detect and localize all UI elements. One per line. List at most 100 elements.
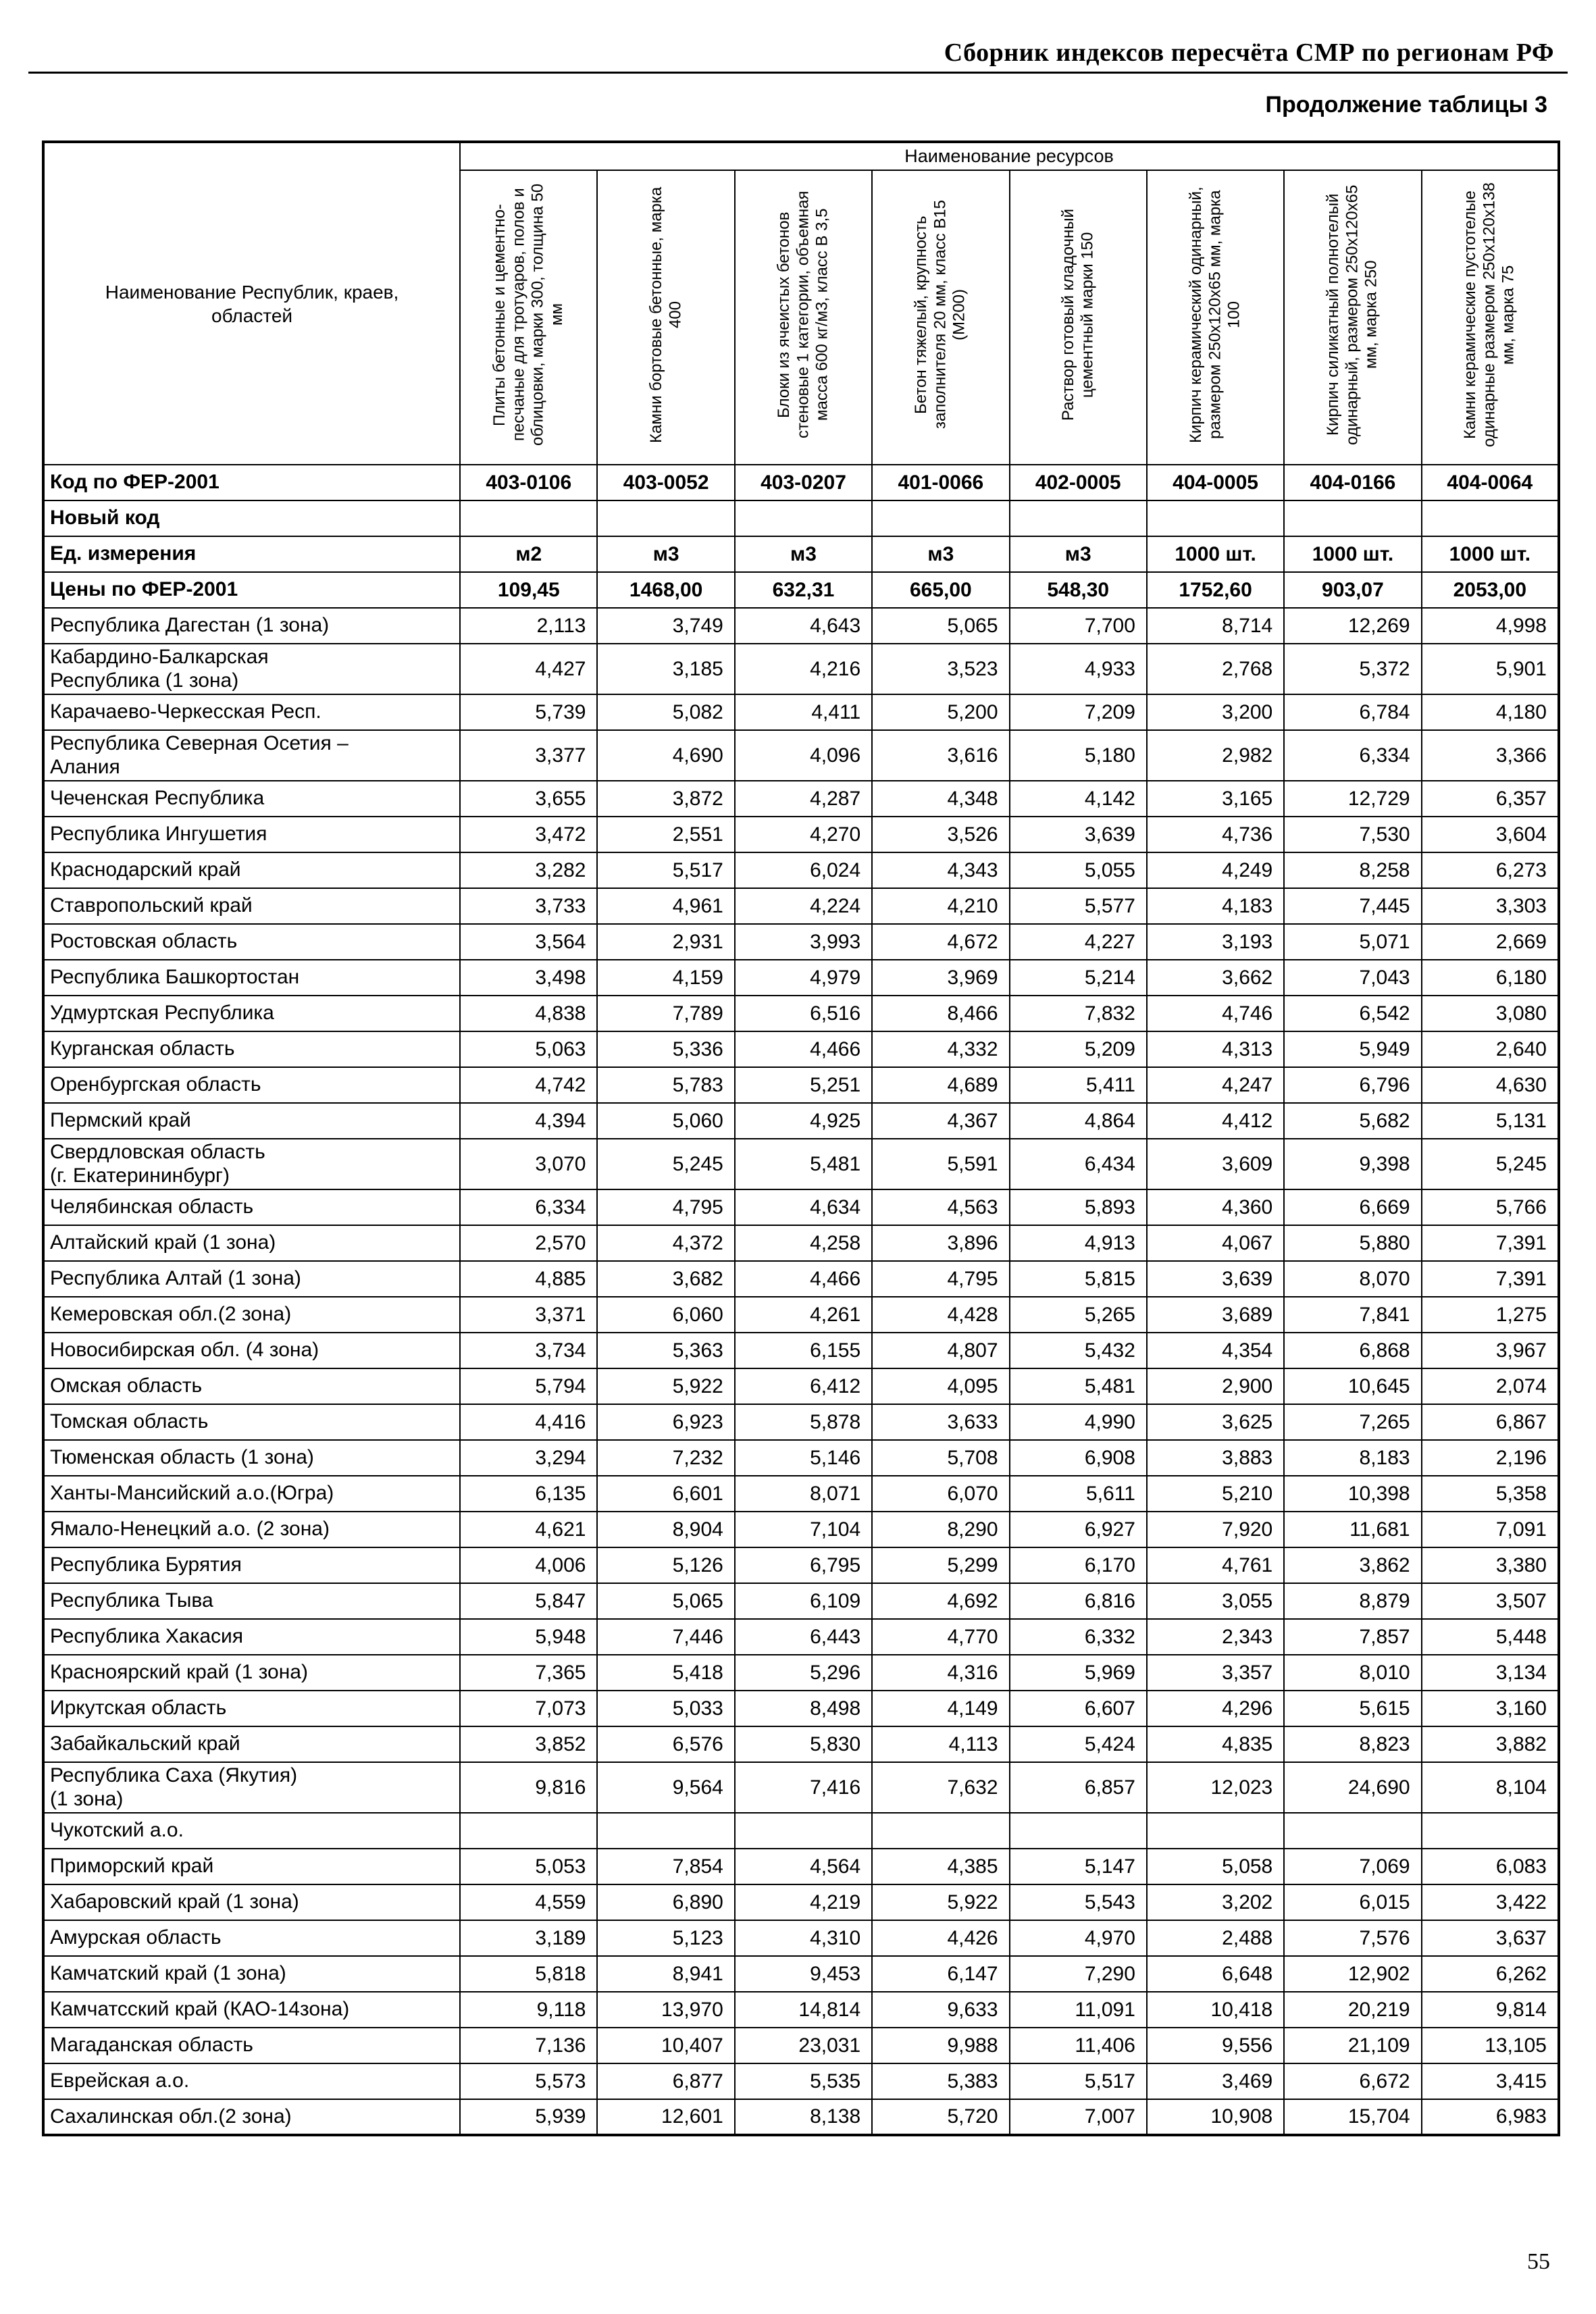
value-cell: 6,648	[1145, 1955, 1285, 1992]
region-name: Ростовская область	[42, 923, 461, 960]
region-row: Приморский край 5,053 7,854 4,564 4,385 5,147…	[42, 1848, 1560, 1885]
value-cell: 3,639	[1008, 816, 1148, 853]
region-row: Республика Алтай (1 зона) 4,885 3,682 4,466…	[42, 1260, 1560, 1297]
value-cell: 3,564	[459, 923, 598, 960]
value-cell: 7,854	[596, 1848, 736, 1885]
value-cell: 4,258	[733, 1225, 873, 1262]
value-cell: 3,967	[1420, 1332, 1560, 1369]
value-cell: 8,070	[1283, 1260, 1422, 1297]
value-cell: 4,761	[1145, 1547, 1285, 1584]
value-cell: 5,481	[1008, 1368, 1148, 1405]
meta-row-label: Новый код	[42, 500, 461, 537]
value-cell: 13,970	[596, 1991, 736, 2028]
value-cell: 4,006	[459, 1547, 598, 1584]
value-cell: 6,796	[1283, 1066, 1422, 1104]
value-cell: 3,682	[596, 1260, 736, 1297]
value-cell: 8,904	[596, 1511, 736, 1548]
value-cell: 5,082	[596, 694, 736, 731]
region-name: Еврейская а.о.	[42, 2063, 461, 2100]
value-cell: 6,816	[1008, 1583, 1148, 1620]
value-cell: 3,872	[596, 780, 736, 817]
value-cell: 12,601	[596, 2099, 736, 2136]
value-cell: 2,931	[596, 923, 736, 960]
value-cell: 13,105	[1420, 2027, 1560, 2064]
value-cell: 5,265	[1008, 1296, 1148, 1333]
value-cell	[1420, 500, 1560, 537]
value-cell: 4,394	[459, 1102, 598, 1139]
value-cell: 6,795	[733, 1547, 873, 1584]
region-name: Республика Бурятия	[42, 1547, 461, 1584]
value-cell: 4,634	[733, 1189, 873, 1226]
region-name: Тюменская область (1 зона)	[42, 1439, 461, 1476]
value-cell: 6,923	[596, 1404, 736, 1441]
region-name: Республика Ингушетия	[42, 816, 461, 853]
value-cell: 8,183	[1283, 1439, 1422, 1476]
value-cell: 6,857	[1008, 1762, 1148, 1814]
value-cell: 6,868	[1283, 1332, 1422, 1369]
value-cell: 4,466	[733, 1031, 873, 1068]
value-cell: 6,607	[1008, 1690, 1148, 1727]
value-cell: 3,625	[1145, 1404, 1285, 1441]
value-cell: 7,290	[1008, 1955, 1148, 1992]
value-cell: 1000 шт.	[1420, 536, 1560, 573]
region-row: Республика Дагестан (1 зона) 2,113 3,749 4,…	[42, 607, 1560, 644]
region-name: Удмуртская Республика	[42, 995, 461, 1032]
value-cell: 632,31	[733, 571, 873, 609]
region-name: Новосибирская обл. (4 зона)	[42, 1332, 461, 1369]
value-cell: 4,149	[871, 1690, 1010, 1727]
value-cell: 4,564	[733, 1848, 873, 1885]
value-cell: 5,126	[596, 1547, 736, 1584]
value-cell: 5,146	[733, 1439, 873, 1476]
value-cell: 8,823	[1283, 1726, 1422, 1763]
value-cell: 3,852	[459, 1726, 598, 1763]
value-cell: 4,970	[1008, 1920, 1148, 1957]
value-cell: 3,080	[1420, 995, 1560, 1032]
value-cell: 2,570	[459, 1225, 598, 1262]
region-name: Иркутская область	[42, 1690, 461, 1727]
value-cell: 7,530	[1283, 816, 1422, 853]
region-name: Чеченская Республика	[42, 780, 461, 817]
region-row: Чеченская Республика 3,655 3,872 4,287 4,348…	[42, 780, 1560, 817]
value-cell: 3,055	[1145, 1583, 1285, 1620]
value-cell: 6,576	[596, 1726, 736, 1763]
resource-column-header-text: Камни бортовые бетонные, марка 400	[646, 186, 685, 443]
value-cell: 4,621	[459, 1511, 598, 1548]
value-cell: 6,443	[733, 1618, 873, 1655]
value-cell: 2,488	[1145, 1920, 1285, 1957]
region-row: Республика Саха (Якутия) (1 зона) 9,816 9,…	[42, 1762, 1560, 1814]
value-cell: 4,310	[733, 1920, 873, 1957]
value-cell: 5,251	[733, 1066, 873, 1104]
value-cell: 4,692	[871, 1583, 1010, 1620]
value-cell: 1468,00	[596, 571, 736, 609]
value-cell: 2,768	[1145, 643, 1285, 695]
value-cell: 8,466	[871, 995, 1010, 1032]
region-row: Республика Бурятия 4,006 5,126 6,795 5,299 6,…	[42, 1547, 1560, 1584]
value-cell: 402-0005	[1008, 464, 1148, 501]
region-row: Ростовская область 3,564 2,931 3,993 4,672 4,…	[42, 923, 1560, 960]
resource-column-header-text: Блоки из ячеистых бетонов стеновые 1 кат…	[775, 190, 831, 439]
value-cell: 6,601	[596, 1475, 736, 1512]
value-cell: 7,700	[1008, 607, 1148, 644]
value-cell	[1008, 1812, 1148, 1849]
region-name: Амурская область	[42, 1920, 461, 1957]
value-cell: 6,083	[1420, 1848, 1560, 1885]
value-cell: 10,418	[1145, 1991, 1285, 2028]
value-cell: 3,193	[1145, 923, 1285, 960]
value-cell: 4,159	[596, 959, 736, 996]
value-cell: 3,507	[1420, 1583, 1560, 1620]
value-cell: 3,498	[459, 959, 598, 996]
resource-column-header: Кирпич силикатный полнотелый одинарный, …	[1283, 170, 1422, 465]
meta-row: Новый код	[42, 500, 1560, 537]
value-cell: 4,933	[1008, 643, 1148, 695]
value-cell: 3,070	[459, 1138, 598, 1190]
value-cell: 4,427	[459, 643, 598, 695]
value-cell: 4,925	[733, 1102, 873, 1139]
value-cell: 5,071	[1283, 923, 1422, 960]
value-cell: 6,332	[1008, 1618, 1148, 1655]
value-cell: 14,814	[733, 1991, 873, 2028]
value-cell: 548,30	[1008, 571, 1148, 609]
region-name: Ставропольский край	[42, 888, 461, 925]
value-cell: 6,334	[1283, 729, 1422, 781]
value-cell: 5,180	[1008, 729, 1148, 781]
value-cell: 9,556	[1145, 2027, 1285, 2064]
